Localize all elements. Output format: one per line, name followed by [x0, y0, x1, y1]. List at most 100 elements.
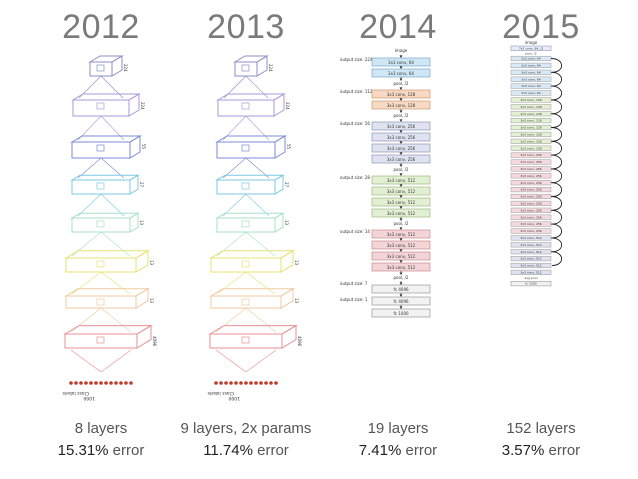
layer-box-4: 27	[215, 174, 289, 195]
resnet-layer-label: 3x3 conv, 256	[520, 202, 541, 206]
box-side	[129, 174, 139, 195]
dim-label: 224	[268, 64, 273, 72]
resnet-layer-label: 3x3 conv, 128	[520, 126, 541, 130]
dim-label: 13	[149, 260, 154, 266]
fc-layer: fc 4096	[371, 296, 431, 306]
conv-layer-label: 3x3 conv, 128	[387, 92, 416, 97]
box-side	[273, 93, 285, 117]
kernel	[241, 64, 250, 72]
connector	[245, 157, 270, 179]
skip-connection	[550, 251, 563, 266]
box-side	[274, 135, 286, 159]
resnet-layer-label: 3x3 conv, 64	[521, 77, 541, 81]
pool-label: pool, /2	[394, 167, 409, 172]
output-neuron	[254, 381, 258, 385]
error-word: error	[252, 442, 289, 459]
connector	[245, 271, 276, 295]
connector	[77, 193, 102, 217]
resnet-layer-label: 3x3 conv, 128	[520, 98, 541, 102]
arrow-head	[399, 66, 403, 69]
arrow-head	[399, 272, 403, 275]
resnet-layer-label: 3x3 conv, 256	[520, 181, 541, 185]
resnet-layer-label: 3x3 conv, 64	[521, 64, 541, 68]
fc-layer-label: fc 1000	[393, 311, 409, 316]
resnet-layer-label: 3x3 conv, 128	[520, 139, 541, 143]
output-neuron	[129, 381, 133, 385]
resnet-fc-layer: fc 1000	[510, 281, 552, 287]
output-neuron	[114, 381, 118, 385]
resnet-layer-label: 3x3 conv, 256	[520, 167, 541, 171]
error-caption: 15.31% error	[21, 442, 181, 459]
connector	[100, 193, 125, 217]
kernel	[96, 102, 105, 110]
arrow-head	[399, 282, 403, 285]
output-count-text: 1000	[83, 395, 95, 401]
layer-box-3: 55	[70, 135, 146, 159]
box-side	[111, 55, 123, 77]
kernel	[96, 144, 105, 152]
column-2015: 2015 image 7x7 conv, 64, /2 pool, /2 3x3 co…	[461, 0, 621, 479]
error-word: error	[401, 442, 438, 459]
box-front	[210, 257, 282, 273]
box-side	[135, 287, 149, 309]
resnet-layer-box	[510, 104, 552, 110]
resnet-layer: 3x3 conv, 128	[510, 118, 552, 124]
output-neuron	[69, 381, 73, 385]
output-neuron	[219, 381, 223, 385]
kernel	[96, 64, 105, 72]
output-size-label: output size: 28	[340, 175, 370, 180]
fc-layer-label: fc 4096	[393, 299, 409, 304]
output-size-label: output size: 14	[340, 229, 370, 234]
pool-label: pool, /2	[394, 113, 409, 118]
kernel	[241, 298, 250, 306]
box-top	[209, 288, 295, 297]
box-top	[215, 212, 285, 219]
layer-box-5: 13	[215, 212, 289, 233]
arrow-head	[399, 238, 403, 241]
resnet-layer: 3x3 conv, 256	[510, 200, 552, 206]
kernel	[96, 220, 105, 228]
box-front	[64, 333, 138, 349]
pool-label: pool, /2	[394, 275, 409, 280]
resnet-layer-label: 3x3 conv, 128	[520, 112, 541, 116]
resnet-layer: 3x3 conv, 64	[510, 76, 552, 82]
resnet-layer: 3x3 conv, 512	[510, 256, 552, 262]
resnet-layer-box	[510, 118, 552, 124]
arrow-head	[399, 55, 403, 58]
conv-layer-label: 3x3 conv, 64	[388, 71, 414, 76]
skip-connection	[550, 209, 563, 225]
box-front	[210, 295, 282, 309]
layer-box-8: 4096	[208, 324, 302, 349]
resnet-layer-label: 3x3 conv, 512	[520, 250, 541, 254]
resnet-layer-box	[510, 90, 552, 96]
resnet-avgpool-label: avg pool	[525, 276, 538, 280]
arrow-head	[399, 249, 403, 252]
resnet-layer-label: 3x3 conv, 128	[520, 133, 541, 137]
box-side	[274, 212, 284, 233]
connector	[245, 231, 276, 257]
output-size-label: output size: 7	[340, 281, 368, 286]
output-neuron	[104, 381, 108, 385]
conv-layer: 3x3 conv, 512	[371, 251, 431, 261]
conv-layer-label: 3x3 conv, 512	[387, 178, 416, 183]
resnet-layer-box	[510, 131, 552, 137]
resnet-layer: 3x3 conv, 256	[510, 193, 552, 200]
layer-box-6: 13	[209, 249, 299, 273]
skip-connection	[550, 196, 563, 211]
resnet-layer: 3x3 conv, 128	[510, 104, 552, 110]
layer-box-6: 13	[64, 249, 154, 273]
box-side	[280, 249, 294, 273]
resnet-layer-box	[510, 62, 552, 68]
dim-label: 13	[294, 260, 299, 266]
box-top	[70, 212, 140, 219]
box-front	[65, 295, 137, 309]
dim-label: 224	[140, 102, 145, 110]
skip-connection	[550, 223, 563, 239]
resnet-layer: 3x3 conv, 64	[510, 90, 552, 96]
connector	[70, 307, 102, 333]
dim-label: 55	[286, 144, 291, 150]
kernel	[241, 102, 250, 110]
dim-label: 13	[139, 220, 144, 226]
